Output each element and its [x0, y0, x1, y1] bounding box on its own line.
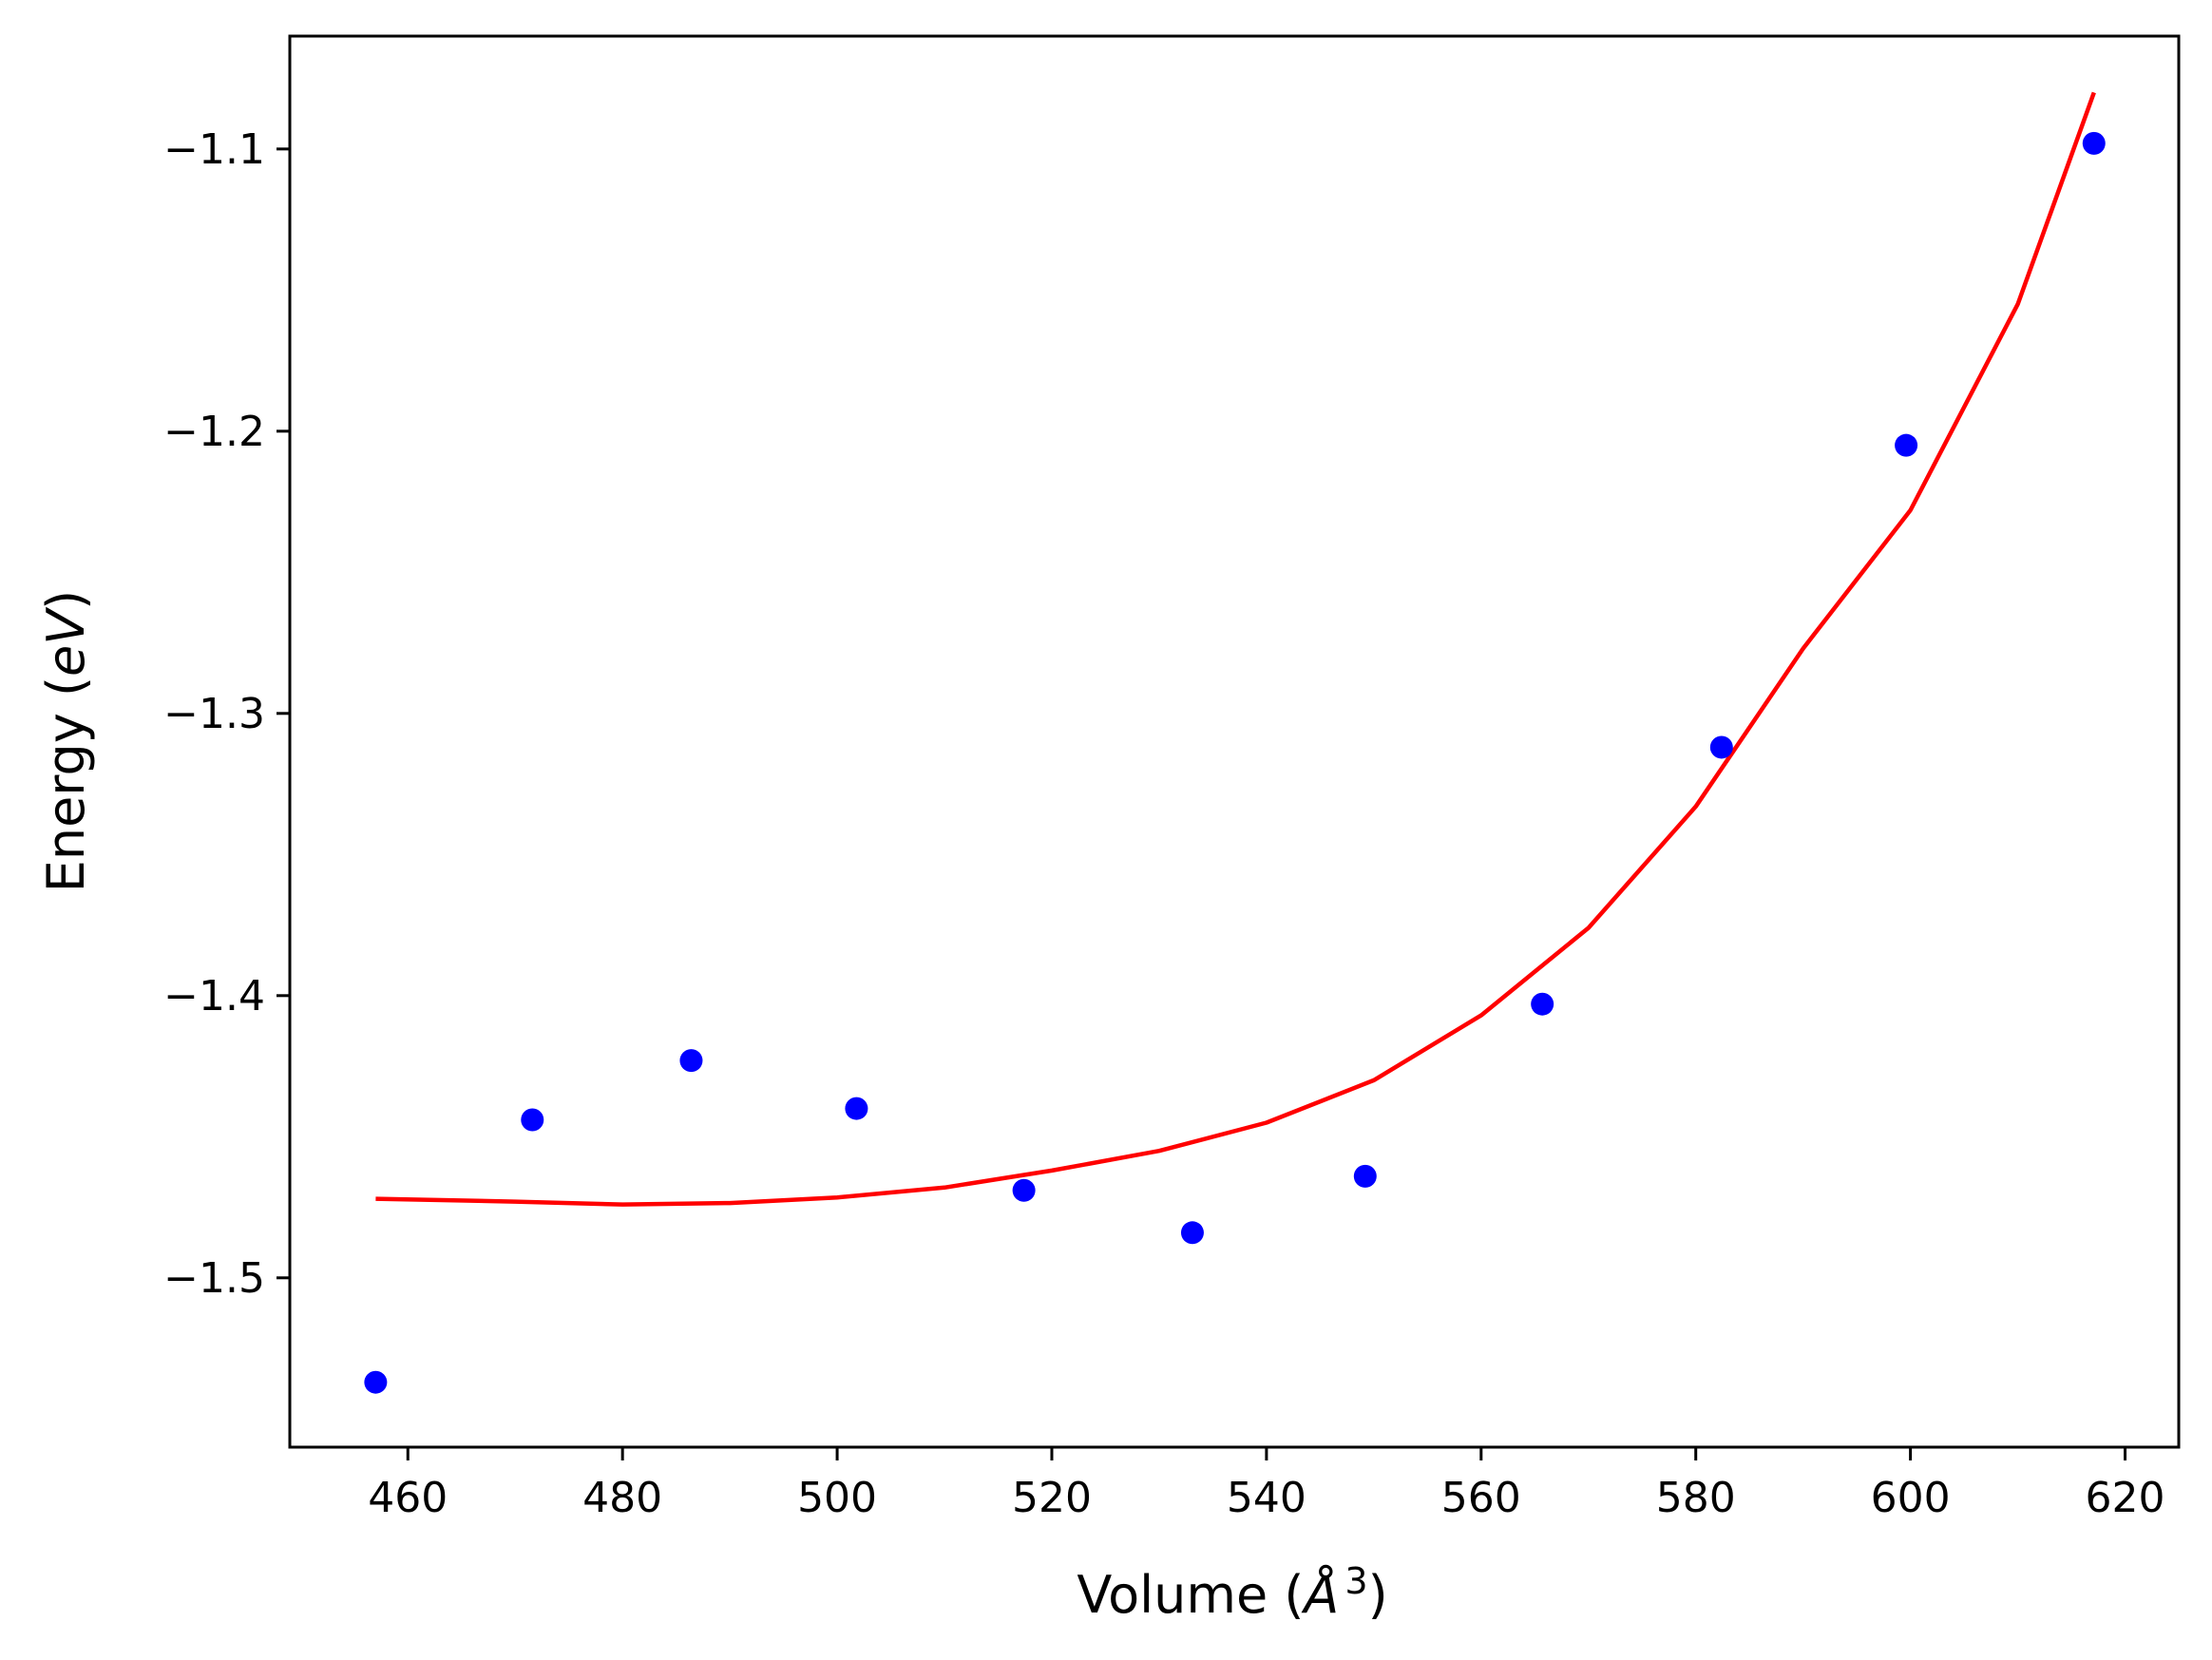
data-point [364, 1370, 388, 1394]
data-point [1012, 1178, 1036, 1202]
fit-curve-line [375, 91, 2096, 1207]
y-axis-label-unit: eV [36, 606, 96, 677]
data-point [1353, 1164, 1377, 1188]
x-tick-label: 500 [797, 1474, 877, 1522]
y-tick-label: −1.5 [163, 1254, 265, 1303]
x-tick-label: 620 [2086, 1474, 2165, 1522]
y-tick-label: −1.1 [163, 125, 265, 174]
y-tick-label: −1.3 [163, 690, 265, 738]
x-axis-label-exponent: 3 [1344, 1560, 1367, 1602]
plot-layer [364, 91, 2106, 1394]
data-point [1709, 735, 1733, 759]
data-point [2082, 131, 2106, 155]
y-axis-label-main: Energy ( [36, 677, 96, 892]
data-point [1895, 433, 1918, 457]
x-tick-label: 480 [582, 1474, 662, 1522]
data-point [679, 1049, 703, 1073]
y-axis-label: Energy (eV) [36, 590, 96, 893]
x-axis-label-symbol: Å [1301, 1564, 1339, 1625]
x-tick-label: 580 [1656, 1474, 1736, 1522]
data-point [1531, 992, 1554, 1016]
data-point [845, 1097, 868, 1120]
x-axis-label: Volume (Å 3) [1077, 1560, 1387, 1625]
ticks-layer: 460 480 500 520 540 560 580 600 620 −1.5 −1.4 −1.3 −… [163, 125, 2164, 1522]
data-point [521, 1108, 544, 1132]
x-axis-label-close: ) [1368, 1565, 1388, 1625]
y-tick-label: −1.4 [163, 972, 265, 1021]
x-tick-label: 560 [1441, 1474, 1521, 1522]
x-axis-label-main: Volume ( [1077, 1565, 1304, 1625]
data-point [1180, 1221, 1204, 1245]
plot-frame [288, 34, 2181, 1449]
x-tick-label: 600 [1871, 1474, 1951, 1522]
y-axis-label-close: ) [36, 590, 96, 610]
x-tick-label: 460 [368, 1474, 448, 1522]
x-tick-label: 520 [1012, 1474, 1092, 1522]
x-tick-label: 540 [1227, 1474, 1306, 1522]
y-tick-label: −1.2 [163, 408, 265, 456]
